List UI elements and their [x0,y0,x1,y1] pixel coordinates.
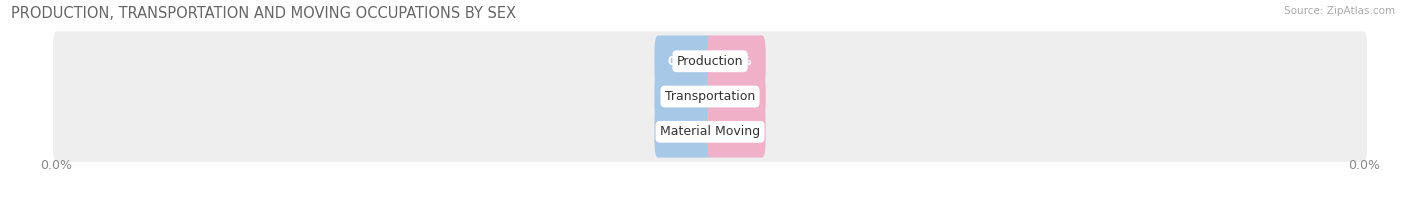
Text: Source: ZipAtlas.com: Source: ZipAtlas.com [1284,6,1395,16]
Text: PRODUCTION, TRANSPORTATION AND MOVING OCCUPATIONS BY SEX: PRODUCTION, TRANSPORTATION AND MOVING OC… [11,6,516,21]
Text: 0.0%: 0.0% [720,90,752,103]
Text: 0.0%: 0.0% [720,55,752,68]
FancyBboxPatch shape [654,35,713,87]
FancyBboxPatch shape [53,31,1367,91]
Text: 0.0%: 0.0% [668,90,700,103]
FancyBboxPatch shape [707,71,766,122]
FancyBboxPatch shape [654,71,713,122]
Text: 0.0%: 0.0% [668,125,700,138]
FancyBboxPatch shape [707,106,766,158]
FancyBboxPatch shape [654,106,713,158]
FancyBboxPatch shape [53,67,1367,126]
Text: Production: Production [676,55,744,68]
Text: 0.0%: 0.0% [668,55,700,68]
FancyBboxPatch shape [707,35,766,87]
Text: Material Moving: Material Moving [659,125,761,138]
FancyBboxPatch shape [53,102,1367,162]
Text: 0.0%: 0.0% [720,125,752,138]
Text: Transportation: Transportation [665,90,755,103]
